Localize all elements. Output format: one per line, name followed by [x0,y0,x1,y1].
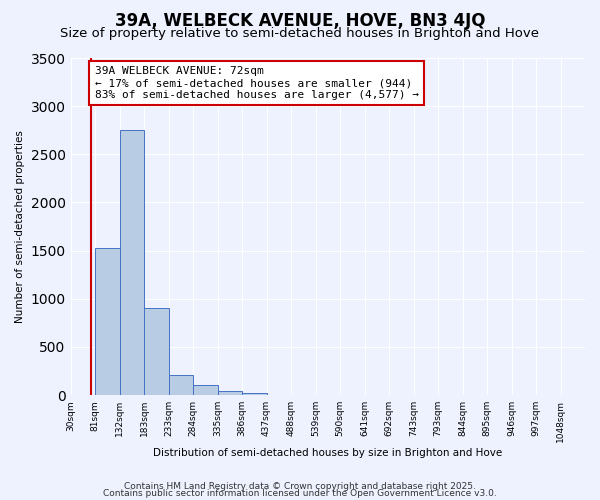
Bar [169,375,193,395]
Text: Contains HM Land Registry data © Crown copyright and database right 2025.: Contains HM Land Registry data © Crown c… [124,482,476,491]
Bar [193,386,218,395]
Bar [95,248,119,395]
Y-axis label: Number of semi-detached properties: Number of semi-detached properties [15,130,25,323]
Bar [144,308,169,395]
Text: 39A, WELBECK AVENUE, HOVE, BN3 4JQ: 39A, WELBECK AVENUE, HOVE, BN3 4JQ [115,12,485,30]
X-axis label: Distribution of semi-detached houses by size in Brighton and Hove: Distribution of semi-detached houses by … [153,448,502,458]
Text: Contains public sector information licensed under the Open Government Licence v3: Contains public sector information licen… [103,490,497,498]
Bar [119,130,144,395]
Text: Size of property relative to semi-detached houses in Brighton and Hove: Size of property relative to semi-detach… [61,28,539,40]
Text: 39A WELBECK AVENUE: 72sqm
← 17% of semi-detached houses are smaller (944)
83% of: 39A WELBECK AVENUE: 72sqm ← 17% of semi-… [95,66,419,100]
Bar [218,391,242,395]
Bar [242,393,266,395]
